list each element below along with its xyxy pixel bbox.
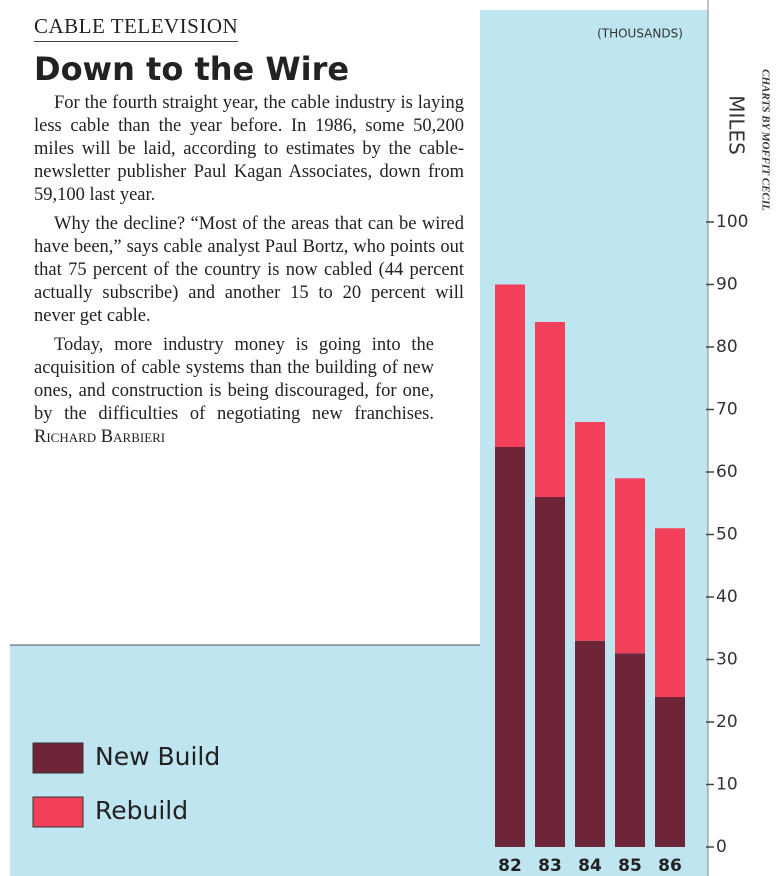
- x-tick-label: 86: [658, 856, 682, 876]
- y-tick-label: 20: [716, 712, 738, 732]
- y-tick-label: 80: [716, 337, 738, 357]
- bar-segment: [495, 284, 525, 447]
- credit: CHARTS BY MOFFIT CECIL: [759, 69, 771, 211]
- x-tick-label: 84: [578, 856, 602, 876]
- y-tick-label: 90: [716, 275, 738, 295]
- section-label: CABLE TELEVISION: [34, 14, 239, 42]
- legend-swatch: [32, 796, 84, 828]
- bar-segment: [655, 697, 685, 847]
- x-tick-label: 85: [618, 856, 642, 876]
- bar-segment: [535, 322, 565, 497]
- legend-label: Rebuild: [95, 796, 188, 825]
- y-tick-label: 40: [716, 587, 738, 607]
- bar-segment: [615, 478, 645, 654]
- y-tick-label: 100: [716, 212, 748, 232]
- bar-segment: [575, 640, 605, 847]
- y-tick-label: 50: [716, 525, 738, 545]
- y-tick-label: 70: [716, 400, 738, 420]
- y-tick-label: 0: [716, 837, 727, 857]
- x-tick-label: 82: [498, 856, 522, 876]
- y-tick-label: 30: [716, 650, 738, 670]
- byline: Richard Barbieri: [34, 427, 166, 447]
- bar-segment: [615, 653, 645, 847]
- y-tick-label: 10: [716, 775, 738, 795]
- legend-swatch: [32, 742, 84, 774]
- legend-background: [10, 645, 480, 876]
- headline: Down to the Wire: [34, 50, 350, 88]
- bar-segment: [575, 422, 605, 641]
- article: CABLE TELEVISION Down to the Wire For th…: [34, 10, 464, 455]
- y-axis-label: MILES: [725, 95, 749, 155]
- chart-subtitle: (THOUSANDS): [597, 27, 683, 41]
- paragraph: Why the decline? “Most of the areas that…: [34, 214, 464, 326]
- legend-label: New Build: [95, 742, 220, 771]
- bar-segment: [655, 528, 685, 697]
- bar-segment: [535, 497, 565, 847]
- y-tick-label: 60: [716, 462, 738, 482]
- paragraph: For the fourth straight year, the cable …: [34, 93, 464, 205]
- x-tick-label: 83: [538, 856, 562, 876]
- paragraph: Today, more industry money is going into…: [34, 334, 434, 449]
- bar-segment: [495, 447, 525, 847]
- paragraph-text: Today, more industry money is going into…: [34, 335, 434, 424]
